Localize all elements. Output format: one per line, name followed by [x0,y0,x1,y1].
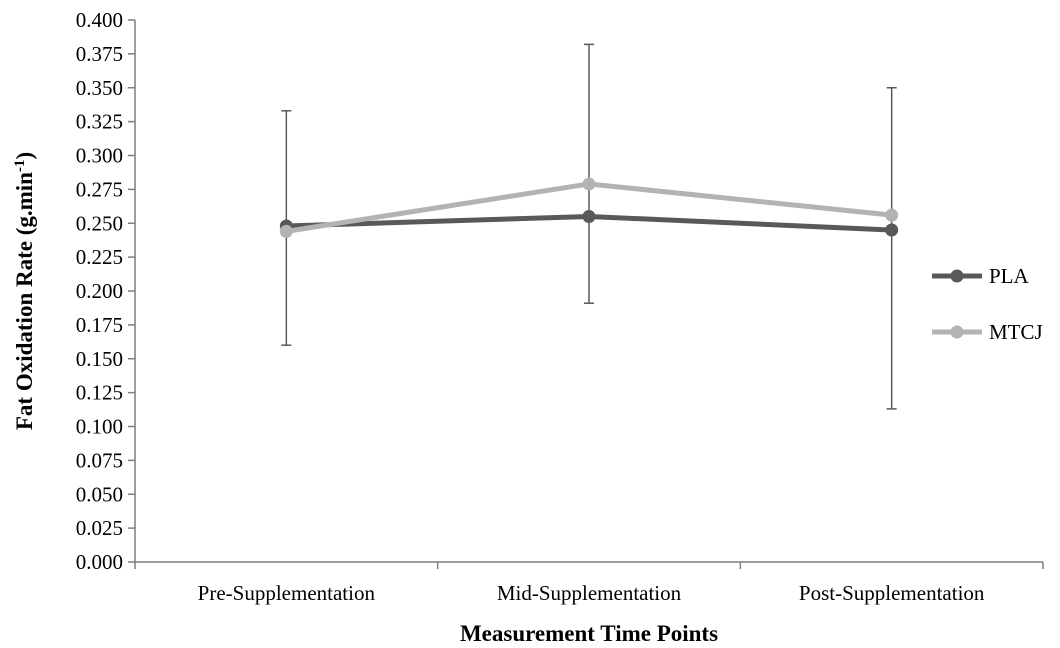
y-axis-title-close: ) [12,152,37,160]
y-tick-label: 0.325 [76,110,123,134]
y-tick-label: 0.250 [76,211,123,235]
legend-swatch-marker-pla [950,269,964,283]
y-tick-label: 0.100 [76,415,123,439]
series-markers [279,177,899,238]
y-tick-label: 0.275 [76,177,123,201]
data-point-mtcj [885,208,899,222]
y-tick-label: 0.400 [76,8,123,32]
y-tick-label: 0.300 [76,144,123,168]
legend-label-pla: PLA [989,264,1030,288]
data-point-pla [582,209,596,223]
legend-label-mtcj: MTCJ [989,320,1043,344]
data-point-pla [885,223,899,237]
x-axis-ticks: Pre-Supplementation Mid-Supplementation Po… [134,562,1044,605]
x-tick-label: Post-Supplementation [799,581,985,605]
y-tick-label: 0.075 [76,448,123,472]
legend-item-pla: PLA [932,264,1030,288]
y-tick-label: 0.025 [76,516,123,540]
y-tick-label: 0.350 [76,76,123,100]
x-tick-label: Mid-Supplementation [497,581,682,605]
x-axis-title: Measurement Time Points [460,621,718,646]
x-tick-label: Pre-Supplementation [198,581,376,605]
data-point-mtcj [279,224,293,238]
y-tick-label: 0.225 [76,245,123,269]
y-axis-title-superscript: -1 [12,160,28,173]
y-tick-label: 0.175 [76,313,123,337]
legend-item-mtcj: MTCJ [932,320,1043,344]
legend: PLA MTCJ [932,264,1043,344]
y-tick-label: 0.125 [76,381,123,405]
y-tick-label: 0.050 [76,482,123,506]
y-axis-title-main: Fat Oxidation Rate (g.min [12,172,37,430]
data-point-mtcj [582,177,596,191]
y-tick-label: 0.000 [76,550,123,574]
y-tick-label: 0.150 [76,347,123,371]
y-axis-ticks: 0.000 0.025 0.050 0.075 0.100 0.125 0.150 0.175… [76,8,135,574]
y-axis-title: Fat Oxidation Rate (g.min-1) [12,152,37,430]
y-tick-label: 0.200 [76,279,123,303]
legend-swatch-marker-mtcj [950,325,964,339]
y-tick-label: 0.375 [76,42,123,66]
